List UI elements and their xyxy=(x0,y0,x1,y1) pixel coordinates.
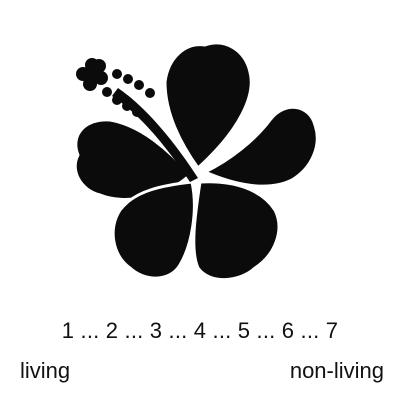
petal-bottom-right xyxy=(192,180,281,282)
scale-anchor-left: living xyxy=(20,358,71,383)
petal-top xyxy=(163,41,253,170)
hibiscus-flower-icon xyxy=(73,41,319,282)
petal-bottom-left xyxy=(111,180,196,280)
scale-anchor-right: non-living xyxy=(289,358,384,383)
stamen xyxy=(76,58,198,182)
petal-right xyxy=(203,105,319,188)
rating-scale: 1 ... 2 ... 3 ... 4 ... 5 ... 6 ... 7 xyxy=(61,318,339,343)
